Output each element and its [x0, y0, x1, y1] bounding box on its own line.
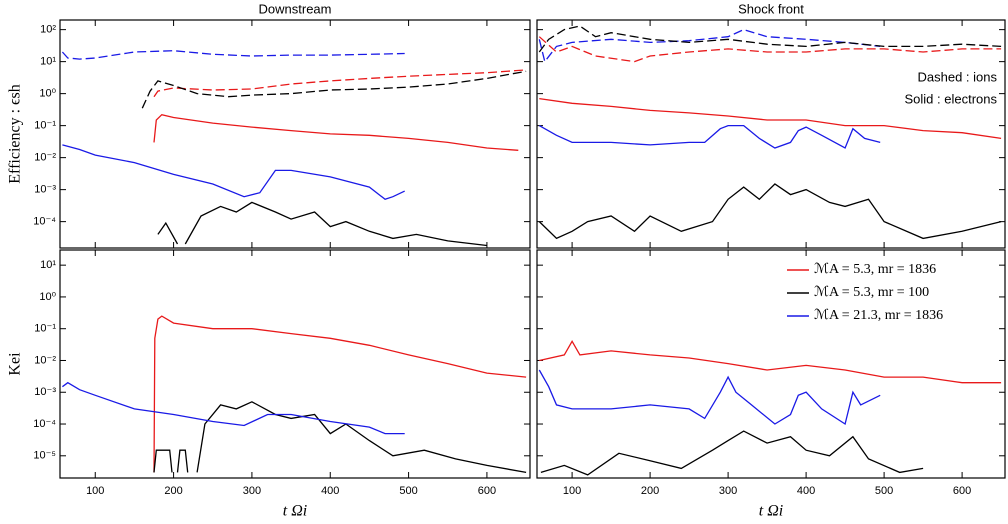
y-axis-label: Efficiency : ϵsh	[7, 84, 24, 183]
y-tick-label: 10¹	[40, 56, 56, 68]
y-tick-label: 10⁻¹	[34, 323, 56, 335]
panel: Shock front Dashed : ions Solid : electron…	[536, 1, 1006, 249]
panel-title: Shock front	[738, 1, 804, 16]
x-tick-label: 600	[478, 485, 496, 497]
series-line	[62, 381, 405, 435]
x-axis-label: t Ωi	[759, 503, 783, 520]
y-tick-label: 10⁰	[39, 291, 56, 303]
x-tick-label: 100	[563, 485, 581, 497]
series-line	[538, 183, 1002, 240]
x-tick-label: 300	[719, 485, 737, 497]
y-tick-label: 10²	[40, 24, 56, 36]
panel: t Ωi 100 200 300 400 500 600 ℳA = 5.3, mr = 183…	[536, 249, 1006, 520]
y-tick-label: 10⁰	[39, 88, 56, 100]
panel-title: Downstream	[259, 1, 332, 16]
panel-frame	[59, 19, 531, 249]
plot-area	[61, 50, 527, 247]
series-line	[540, 430, 924, 476]
series-line	[539, 97, 1002, 140]
series-line	[538, 369, 881, 426]
series-line	[153, 315, 527, 473]
legend-label: ℳA = 5.3, mr = 1836	[814, 262, 936, 277]
series-line	[141, 70, 527, 109]
y-tick-label: 10⁻⁵	[33, 450, 56, 462]
series-line	[153, 69, 527, 98]
x-tick-label: 300	[243, 485, 261, 497]
x-tick-label: 600	[953, 485, 971, 497]
series-line	[538, 124, 881, 149]
series-line	[539, 339, 1002, 384]
panel-frame	[536, 19, 1006, 249]
y-tick-label: 10⁻²	[34, 354, 56, 366]
x-tick-label: 500	[399, 485, 417, 497]
annotation: Dashed : ions	[918, 69, 998, 84]
series-line	[538, 28, 881, 64]
y-tick-label: 10⁻³	[34, 386, 56, 398]
panel: Kei t Ωi 100 200 300 400 500 600 10⁻⁵ 10⁻⁴ 10⁻³ 10⁻…	[7, 249, 531, 520]
y-tick-label: 10⁻⁴	[33, 418, 56, 430]
panel-frame	[536, 249, 1006, 479]
y-axis-label: Kei	[7, 352, 24, 376]
x-tick-label: 500	[875, 485, 893, 497]
y-tick-label: 10⁻¹	[34, 120, 56, 132]
y-tick-label: 10⁻²	[34, 152, 56, 164]
plot-area	[538, 25, 1002, 240]
plot-area	[538, 339, 1002, 476]
plot-area	[62, 315, 527, 474]
legend-label: ℳA = 5.3, mr = 100	[814, 285, 929, 300]
y-tick-label: 10⁻⁴	[33, 216, 56, 228]
annotation: Solid : electrons	[905, 91, 998, 106]
panel-frame	[59, 249, 531, 479]
series-line	[153, 113, 519, 151]
legend-label: ℳA = 21.3, mr = 1836	[814, 308, 943, 323]
x-tick-label: 200	[164, 485, 182, 497]
series-line	[538, 36, 1002, 63]
panel: Downstream Efficiency : ϵsh 10⁻⁴ 10⁻³ 10⁻² 10…	[7, 1, 531, 249]
x-tick-label: 400	[797, 485, 815, 497]
y-tick-label: 10⁻³	[34, 184, 56, 196]
x-tick-label: 100	[86, 485, 104, 497]
series-line	[61, 50, 405, 60]
x-axis-label: t Ωi	[283, 503, 307, 520]
series-line	[157, 201, 487, 247]
series-line	[62, 144, 405, 201]
y-tick-label: 10¹	[40, 259, 56, 271]
series-line	[153, 401, 527, 474]
x-tick-label: 200	[641, 485, 659, 497]
x-tick-label: 400	[321, 485, 339, 497]
series-line	[538, 25, 1002, 53]
